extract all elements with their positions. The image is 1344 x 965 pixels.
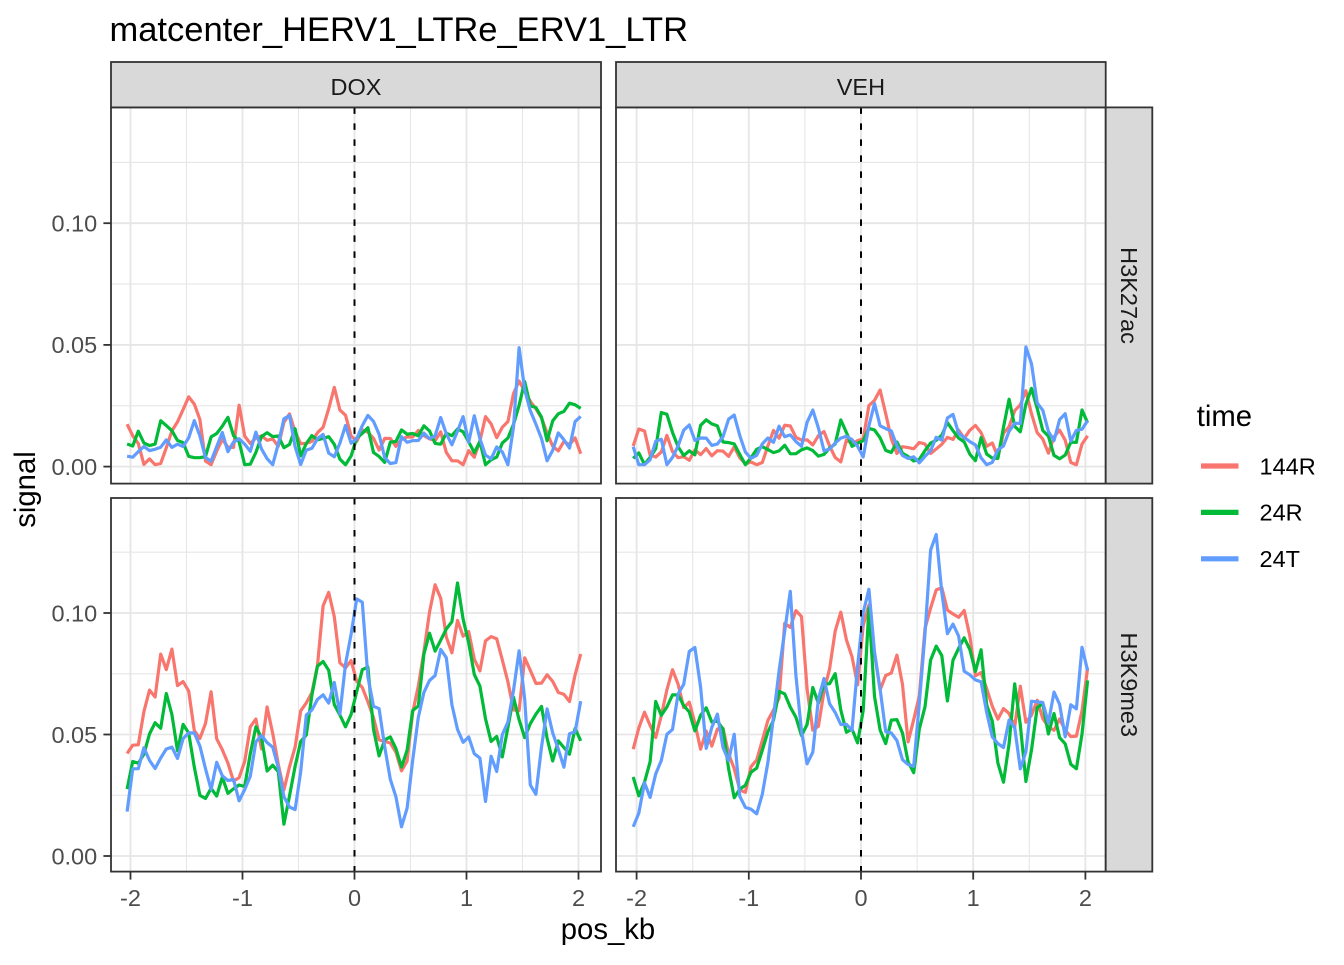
svg-text:24T: 24T — [1260, 546, 1301, 572]
svg-text:0.10: 0.10 — [51, 211, 97, 237]
svg-text:-2: -2 — [120, 885, 141, 911]
svg-text:0: 0 — [348, 885, 361, 911]
svg-text:H3K9me3: H3K9me3 — [1116, 633, 1142, 738]
svg-text:2: 2 — [572, 885, 585, 911]
svg-text:1: 1 — [460, 885, 473, 911]
svg-text:2: 2 — [1079, 885, 1092, 911]
svg-text:VEH: VEH — [837, 74, 885, 100]
svg-text:0.05: 0.05 — [51, 332, 97, 358]
svg-text:-2: -2 — [626, 885, 647, 911]
svg-text:H3K27ac: H3K27ac — [1116, 247, 1142, 344]
svg-text:signal: signal — [9, 451, 42, 528]
svg-text:0.05: 0.05 — [51, 722, 97, 748]
svg-text:time: time — [1197, 400, 1252, 433]
svg-text:0.10: 0.10 — [51, 600, 97, 626]
svg-text:24R: 24R — [1260, 500, 1303, 526]
svg-text:-1: -1 — [232, 885, 253, 911]
svg-text:1: 1 — [967, 885, 980, 911]
svg-text:DOX: DOX — [331, 74, 382, 100]
svg-text:144R: 144R — [1260, 453, 1316, 479]
svg-text:pos_kb: pos_kb — [561, 913, 655, 946]
svg-text:0: 0 — [854, 885, 867, 911]
svg-text:0.00: 0.00 — [51, 843, 97, 869]
svg-text:-1: -1 — [738, 885, 759, 911]
svg-text:matcenter_HERV1_LTRe_ERV1_LTR: matcenter_HERV1_LTRe_ERV1_LTR — [110, 11, 688, 49]
svg-text:0.00: 0.00 — [51, 454, 97, 480]
